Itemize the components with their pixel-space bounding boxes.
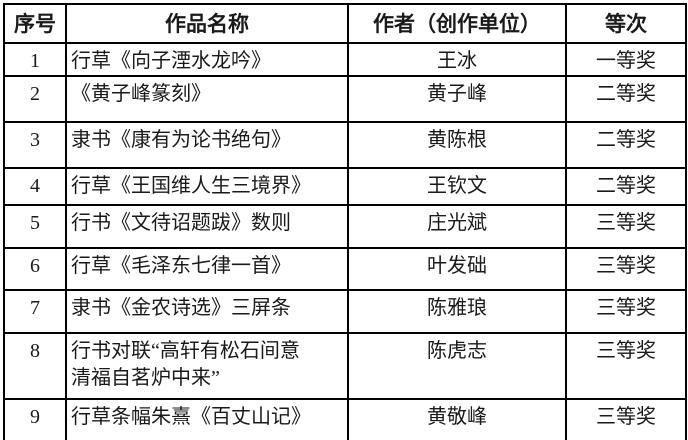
table-row: 3 隶书《康有为论书绝句》 黄陈根 二等奖 — [3, 121, 687, 169]
work-title: 行书《文待诏题跋》数则 — [65, 204, 349, 249]
header-author: 作者（创作单位） — [347, 3, 567, 44]
work-title: 行草《王国维人生三境界》 — [65, 167, 349, 206]
work-title: 行草《向子湮水龙吟》 — [65, 42, 349, 77]
row-index: 5 — [3, 204, 67, 249]
author: 黄敬峰 — [347, 398, 567, 440]
header-grade: 等次 — [565, 3, 687, 44]
grade: 三等奖 — [565, 247, 687, 291]
table-row: 5 行书《文待诏题跋》数则 庄光斌 三等奖 — [3, 204, 687, 249]
author: 王钦文 — [347, 167, 567, 206]
table-row: 6 行草《毛泽东七律一首》 叶发础 三等奖 — [3, 247, 687, 291]
grade: 三等奖 — [565, 398, 687, 440]
header-row: 序号 作品名称 作者（创作单位） 等次 — [3, 3, 687, 44]
header-work: 作品名称 — [65, 3, 349, 44]
work-title: 隶书《金农诗选》三屏条 — [65, 289, 349, 334]
author: 叶发础 — [347, 247, 567, 291]
work-title: 行草条幅朱熹《百丈山记》 — [65, 398, 349, 440]
grade: 二等奖 — [565, 121, 687, 169]
row-index: 6 — [3, 247, 67, 291]
awards-table-body: 1 行草《向子湮水龙吟》 王冰 一等奖 2 《黄子峰篆刻》 黄子峰 二等奖 3 … — [3, 42, 687, 440]
work-title: 隶书《康有为论书绝句》 — [65, 121, 349, 169]
row-index: 1 — [3, 42, 67, 77]
table-row: 4 行草《王国维人生三境界》 王钦文 二等奖 — [3, 167, 687, 206]
work-title: 《黄子峰篆刻》 — [65, 75, 349, 123]
grade: 三等奖 — [565, 332, 687, 400]
row-index: 8 — [3, 332, 67, 400]
row-index: 2 — [3, 75, 67, 123]
author: 黄陈根 — [347, 121, 567, 169]
header-index: 序号 — [3, 3, 67, 44]
author: 陈雅琅 — [347, 289, 567, 334]
author: 陈虎志 — [347, 332, 567, 400]
table-row: 7 隶书《金农诗选》三屏条 陈雅琅 三等奖 — [3, 289, 687, 334]
row-index: 9 — [3, 398, 67, 440]
table-row: 8 行书对联“高轩有松石间意 清福自茗炉中来” 陈虎志 三等奖 — [3, 332, 687, 400]
work-title: 行书对联“高轩有松石间意 清福自茗炉中来” — [65, 332, 349, 400]
table-row: 9 行草条幅朱熹《百丈山记》 黄敬峰 三等奖 — [3, 398, 687, 440]
table-row: 2 《黄子峰篆刻》 黄子峰 二等奖 — [3, 75, 687, 123]
grade: 三等奖 — [565, 289, 687, 334]
row-index: 7 — [3, 289, 67, 334]
grade: 三等奖 — [565, 204, 687, 249]
work-title: 行草《毛泽东七律一首》 — [65, 247, 349, 291]
author: 黄子峰 — [347, 75, 567, 123]
table-row: 1 行草《向子湮水龙吟》 王冰 一等奖 — [3, 42, 687, 77]
grade: 二等奖 — [565, 167, 687, 206]
row-index: 4 — [3, 167, 67, 206]
awards-table-header: 序号 作品名称 作者（创作单位） 等次 — [3, 3, 687, 44]
row-index: 3 — [3, 121, 67, 169]
grade: 二等奖 — [565, 75, 687, 123]
author: 王冰 — [347, 42, 567, 77]
author: 庄光斌 — [347, 204, 567, 249]
awards-table: 序号 作品名称 作者（创作单位） 等次 1 行草《向子湮水龙吟》 王冰 一等奖 … — [3, 3, 687, 440]
grade: 一等奖 — [565, 42, 687, 77]
